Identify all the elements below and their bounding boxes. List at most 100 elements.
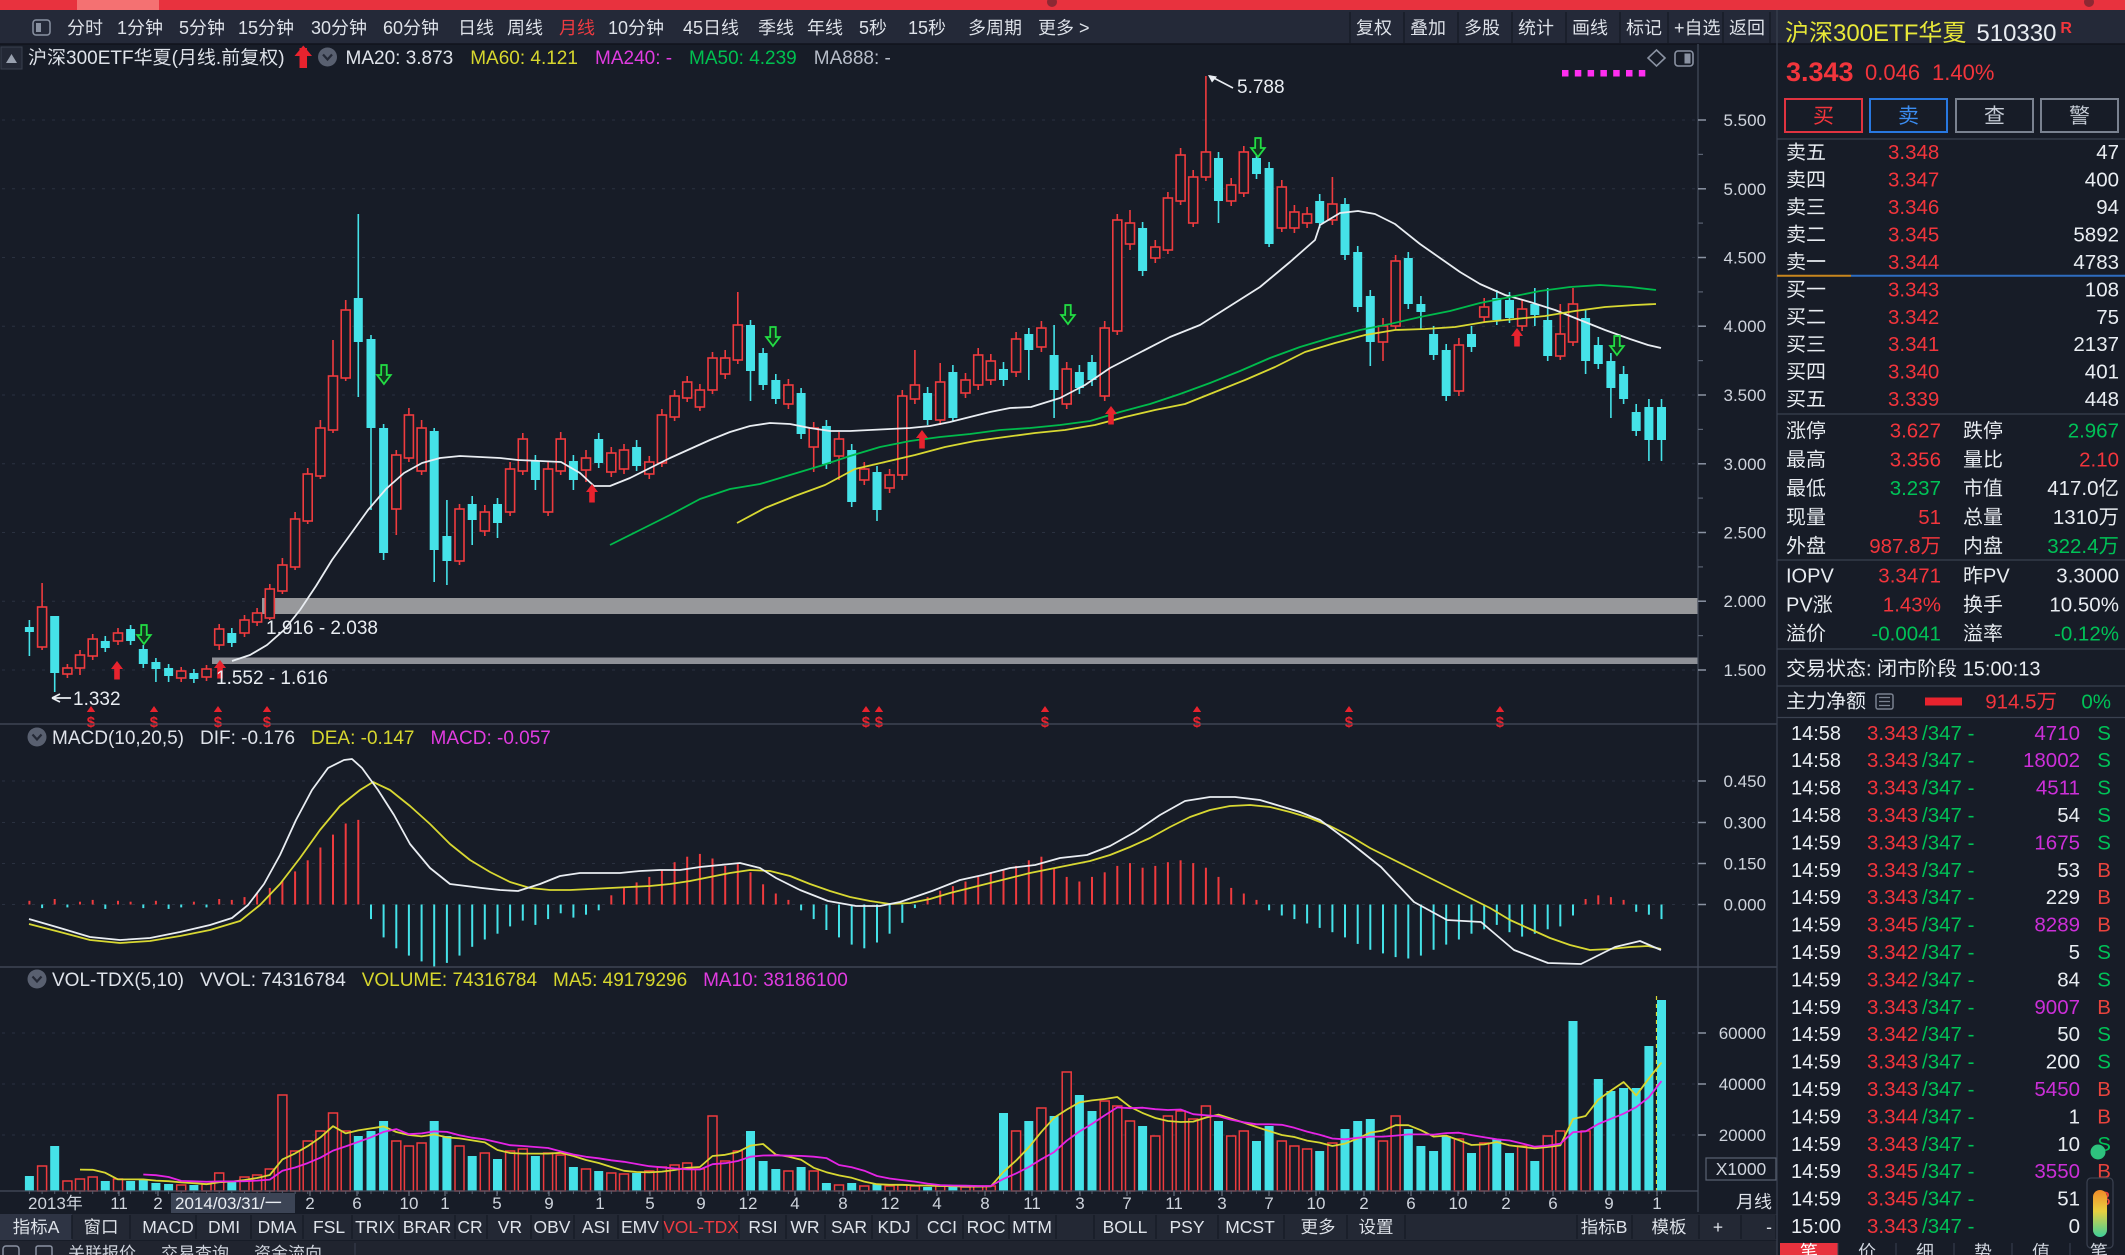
- svg-text:DMA: DMA: [258, 1217, 297, 1237]
- svg-text:322.4: 322.4: [2047, 535, 2098, 558]
- svg-text:3.345: 3.345: [1867, 1188, 1918, 1211]
- svg-text:510330: 510330: [1976, 20, 2056, 47]
- svg-text:VVOL: 74316784: VVOL: 74316784: [200, 970, 346, 991]
- svg-text:3.339: 3.339: [1888, 388, 1939, 411]
- svg-text:3.345: 3.345: [1867, 914, 1918, 937]
- svg-text:7: 7: [1122, 1194, 1131, 1213]
- svg-text:MACD: -0.057: MACD: -0.057: [431, 728, 551, 749]
- svg-text:S: S: [2097, 1051, 2111, 1074]
- svg-text:3.341: 3.341: [1888, 333, 1939, 356]
- svg-text:11: 11: [1023, 1194, 1041, 1213]
- svg-text:PSY: PSY: [1170, 1217, 1205, 1237]
- svg-text:8: 8: [980, 1194, 989, 1213]
- svg-text:$: $: [1496, 714, 1505, 731]
- svg-text:OBV: OBV: [534, 1217, 571, 1237]
- svg-text:3.343: 3.343: [1867, 722, 1918, 745]
- svg-text:VOLUME: 74316784: VOLUME: 74316784: [362, 970, 538, 991]
- svg-text:/347 -: /347 -: [1922, 749, 1974, 772]
- svg-text:1.332: 1.332: [73, 689, 121, 710]
- svg-text:KDJ: KDJ: [878, 1217, 911, 1237]
- svg-text:S: S: [2097, 941, 2111, 964]
- svg-text:12: 12: [881, 1194, 900, 1213]
- svg-text:84: 84: [2057, 968, 2080, 991]
- svg-text:1.40%: 1.40%: [1932, 60, 1994, 85]
- svg-text:0.300: 0.300: [1724, 814, 1767, 833]
- svg-text:14:59: 14:59: [1791, 1189, 1841, 1211]
- svg-text:A: A: [48, 1217, 60, 1237]
- svg-text:10: 10: [1449, 1194, 1468, 1213]
- svg-text:1: 1: [1652, 1194, 1661, 1213]
- svg-text:3.356: 3.356: [1890, 448, 1941, 471]
- svg-text:94: 94: [2096, 196, 2119, 219]
- svg-text:/347 -: /347 -: [1922, 1160, 1974, 1183]
- svg-text:-: -: [1766, 1217, 1772, 1237]
- svg-text:2: 2: [153, 1194, 162, 1213]
- svg-text:$: $: [263, 714, 272, 731]
- svg-text:DMI: DMI: [208, 1217, 240, 1237]
- svg-text:14:59: 14:59: [1791, 1079, 1841, 1101]
- svg-text:5.788: 5.788: [1237, 77, 1285, 98]
- svg-text:9007: 9007: [2034, 996, 2080, 1019]
- svg-text:15:00: 15:00: [1791, 1216, 1841, 1238]
- svg-text:5892: 5892: [2073, 223, 2119, 246]
- svg-text:S: S: [2097, 777, 2111, 800]
- svg-text:18002: 18002: [2023, 749, 2080, 772]
- svg-text:3.345: 3.345: [1888, 223, 1939, 246]
- svg-text:MCST: MCST: [1225, 1217, 1275, 1237]
- svg-text:14:58: 14:58: [1791, 805, 1841, 827]
- svg-text:/347 -: /347 -: [1922, 1133, 1974, 1156]
- svg-text:3.343: 3.343: [1867, 996, 1918, 1019]
- svg-text:14:59: 14:59: [1791, 887, 1841, 909]
- svg-text:0.450: 0.450: [1724, 772, 1767, 791]
- svg-text:): ): [278, 48, 284, 69]
- svg-text:$: $: [1041, 714, 1050, 731]
- svg-text:5: 5: [492, 1194, 501, 1213]
- svg-text:60000: 60000: [1719, 1024, 1766, 1043]
- svg-text:3.344: 3.344: [1867, 1105, 1918, 1128]
- svg-text:TRIX: TRIX: [355, 1217, 395, 1237]
- svg-text:MACD: MACD: [142, 1217, 194, 1237]
- svg-text:FSL: FSL: [313, 1217, 345, 1237]
- svg-text:3.343: 3.343: [1867, 804, 1918, 827]
- svg-text:400: 400: [2085, 169, 2119, 192]
- svg-text:8: 8: [838, 1194, 847, 1213]
- svg-text:3.343: 3.343: [1867, 886, 1918, 909]
- svg-text:S: S: [2097, 1023, 2111, 1046]
- svg-text:2013: 2013: [28, 1194, 66, 1213]
- svg-text:14:58: 14:58: [1791, 778, 1841, 800]
- svg-text:10: 10: [2057, 1133, 2080, 1156]
- svg-text:3.342: 3.342: [1888, 306, 1939, 329]
- svg-text:3550: 3550: [2034, 1160, 2080, 1183]
- svg-text:3.343: 3.343: [1867, 1215, 1918, 1238]
- svg-text:300ETF: 300ETF: [66, 48, 134, 69]
- svg-text:417.0: 417.0: [2047, 477, 2098, 500]
- svg-text:4783: 4783: [2073, 251, 2119, 274]
- svg-text:/347 -: /347 -: [1922, 1051, 1974, 1074]
- svg-text:75: 75: [2096, 306, 2119, 329]
- svg-text:$: $: [214, 714, 223, 731]
- svg-text:X1000: X1000: [1716, 1159, 1767, 1179]
- svg-text:2: 2: [305, 1194, 314, 1213]
- svg-text:2: 2: [1359, 1194, 1368, 1213]
- svg-text:/347 -: /347 -: [1922, 1188, 1974, 1211]
- svg-text:DIF: -0.176: DIF: -0.176: [200, 728, 295, 749]
- svg-text:3.342: 3.342: [1867, 941, 1918, 964]
- svg-text:0.150: 0.150: [1724, 855, 1767, 874]
- svg-text:10.50%: 10.50%: [2049, 594, 2119, 617]
- svg-text:/347 -: /347 -: [1922, 777, 1974, 800]
- svg-text:1.500: 1.500: [1724, 661, 1767, 680]
- svg-text:/347 -: /347 -: [1922, 996, 1974, 1019]
- svg-text:30: 30: [311, 18, 331, 38]
- svg-text:4: 4: [790, 1194, 799, 1213]
- svg-text:WR: WR: [790, 1217, 819, 1237]
- svg-text:.: .: [216, 48, 221, 69]
- svg-text:3.348: 3.348: [1888, 141, 1939, 164]
- svg-text:11: 11: [1165, 1194, 1183, 1213]
- svg-text:S: S: [2097, 749, 2111, 772]
- svg-text:CR: CR: [457, 1217, 482, 1237]
- svg-text:4: 4: [932, 1194, 941, 1213]
- svg-text:47: 47: [2096, 141, 2119, 164]
- svg-text:5450: 5450: [2034, 1078, 2080, 1101]
- svg-text:(: (: [172, 48, 179, 69]
- svg-text:3.343: 3.343: [1867, 777, 1918, 800]
